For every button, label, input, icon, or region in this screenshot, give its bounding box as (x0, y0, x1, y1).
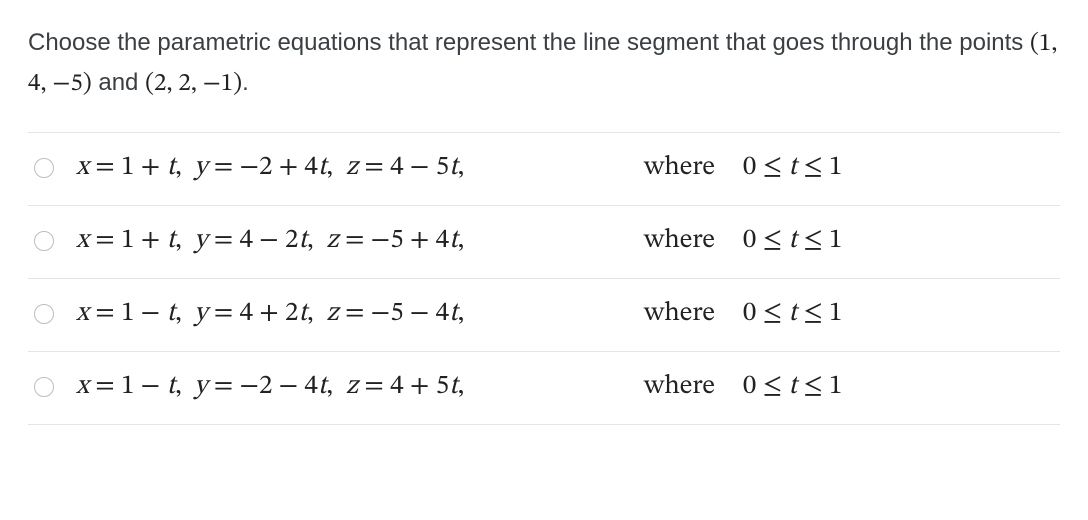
radio-icon[interactable] (34, 231, 54, 251)
option-3[interactable]: x = 1 − t, y = 4 + 2t, z = −5 − 4t, wher… (28, 279, 1060, 352)
option-4[interactable]: x = 1 − t, y = −2 − 4t, z = 4 + 5t, wher… (28, 352, 1060, 425)
option-3-domain: where 0 ≤ t ≤ 1 (644, 297, 842, 331)
range-text: 0 ≤ t ≤ 1 (743, 297, 843, 331)
where-label: where (644, 297, 715, 331)
option-2-domain: where 0 ≤ t ≤ 1 (644, 224, 842, 258)
option-4-equation: x = 1 − t, y = −2 − 4t, z = 4 + 5t, (76, 370, 616, 404)
radio-icon[interactable] (34, 377, 54, 397)
question-container: Choose the parametric equations that rep… (0, 0, 1088, 425)
where-label: where (644, 151, 715, 185)
option-3-equation: x = 1 − t, y = 4 + 2t, z = −5 − 4t, (76, 297, 616, 331)
prompt-after: . (242, 69, 249, 96)
prompt-mid: and (92, 69, 145, 96)
options-list: x = 1 + t, y = −2 + 4t, z = 4 − 5t, wher… (28, 132, 1060, 425)
option-1-domain: where 0 ≤ t ≤ 1 (644, 151, 842, 185)
option-1-equation: x = 1 + t, y = −2 + 4t, z = 4 − 5t, (76, 151, 616, 185)
prompt-point-2: (2, 2, −1) (145, 71, 242, 96)
radio-icon[interactable] (34, 304, 54, 324)
prompt-text: Choose the parametric equations that rep… (28, 29, 1030, 56)
option-1[interactable]: x = 1 + t, y = −2 + 4t, z = 4 − 5t, wher… (28, 133, 1060, 206)
range-text: 0 ≤ t ≤ 1 (743, 224, 843, 258)
range-text: 0 ≤ t ≤ 1 (743, 370, 843, 404)
option-2[interactable]: x = 1 + t, y = 4 − 2t, z = −5 + 4t, wher… (28, 206, 1060, 279)
where-label: where (644, 224, 715, 258)
option-4-domain: where 0 ≤ t ≤ 1 (644, 370, 842, 404)
option-2-equation: x = 1 + t, y = 4 − 2t, z = −5 + 4t, (76, 224, 616, 258)
radio-icon[interactable] (34, 158, 54, 178)
range-text: 0 ≤ t ≤ 1 (743, 151, 843, 185)
where-label: where (644, 370, 715, 404)
question-prompt: Choose the parametric equations that rep… (28, 24, 1060, 104)
